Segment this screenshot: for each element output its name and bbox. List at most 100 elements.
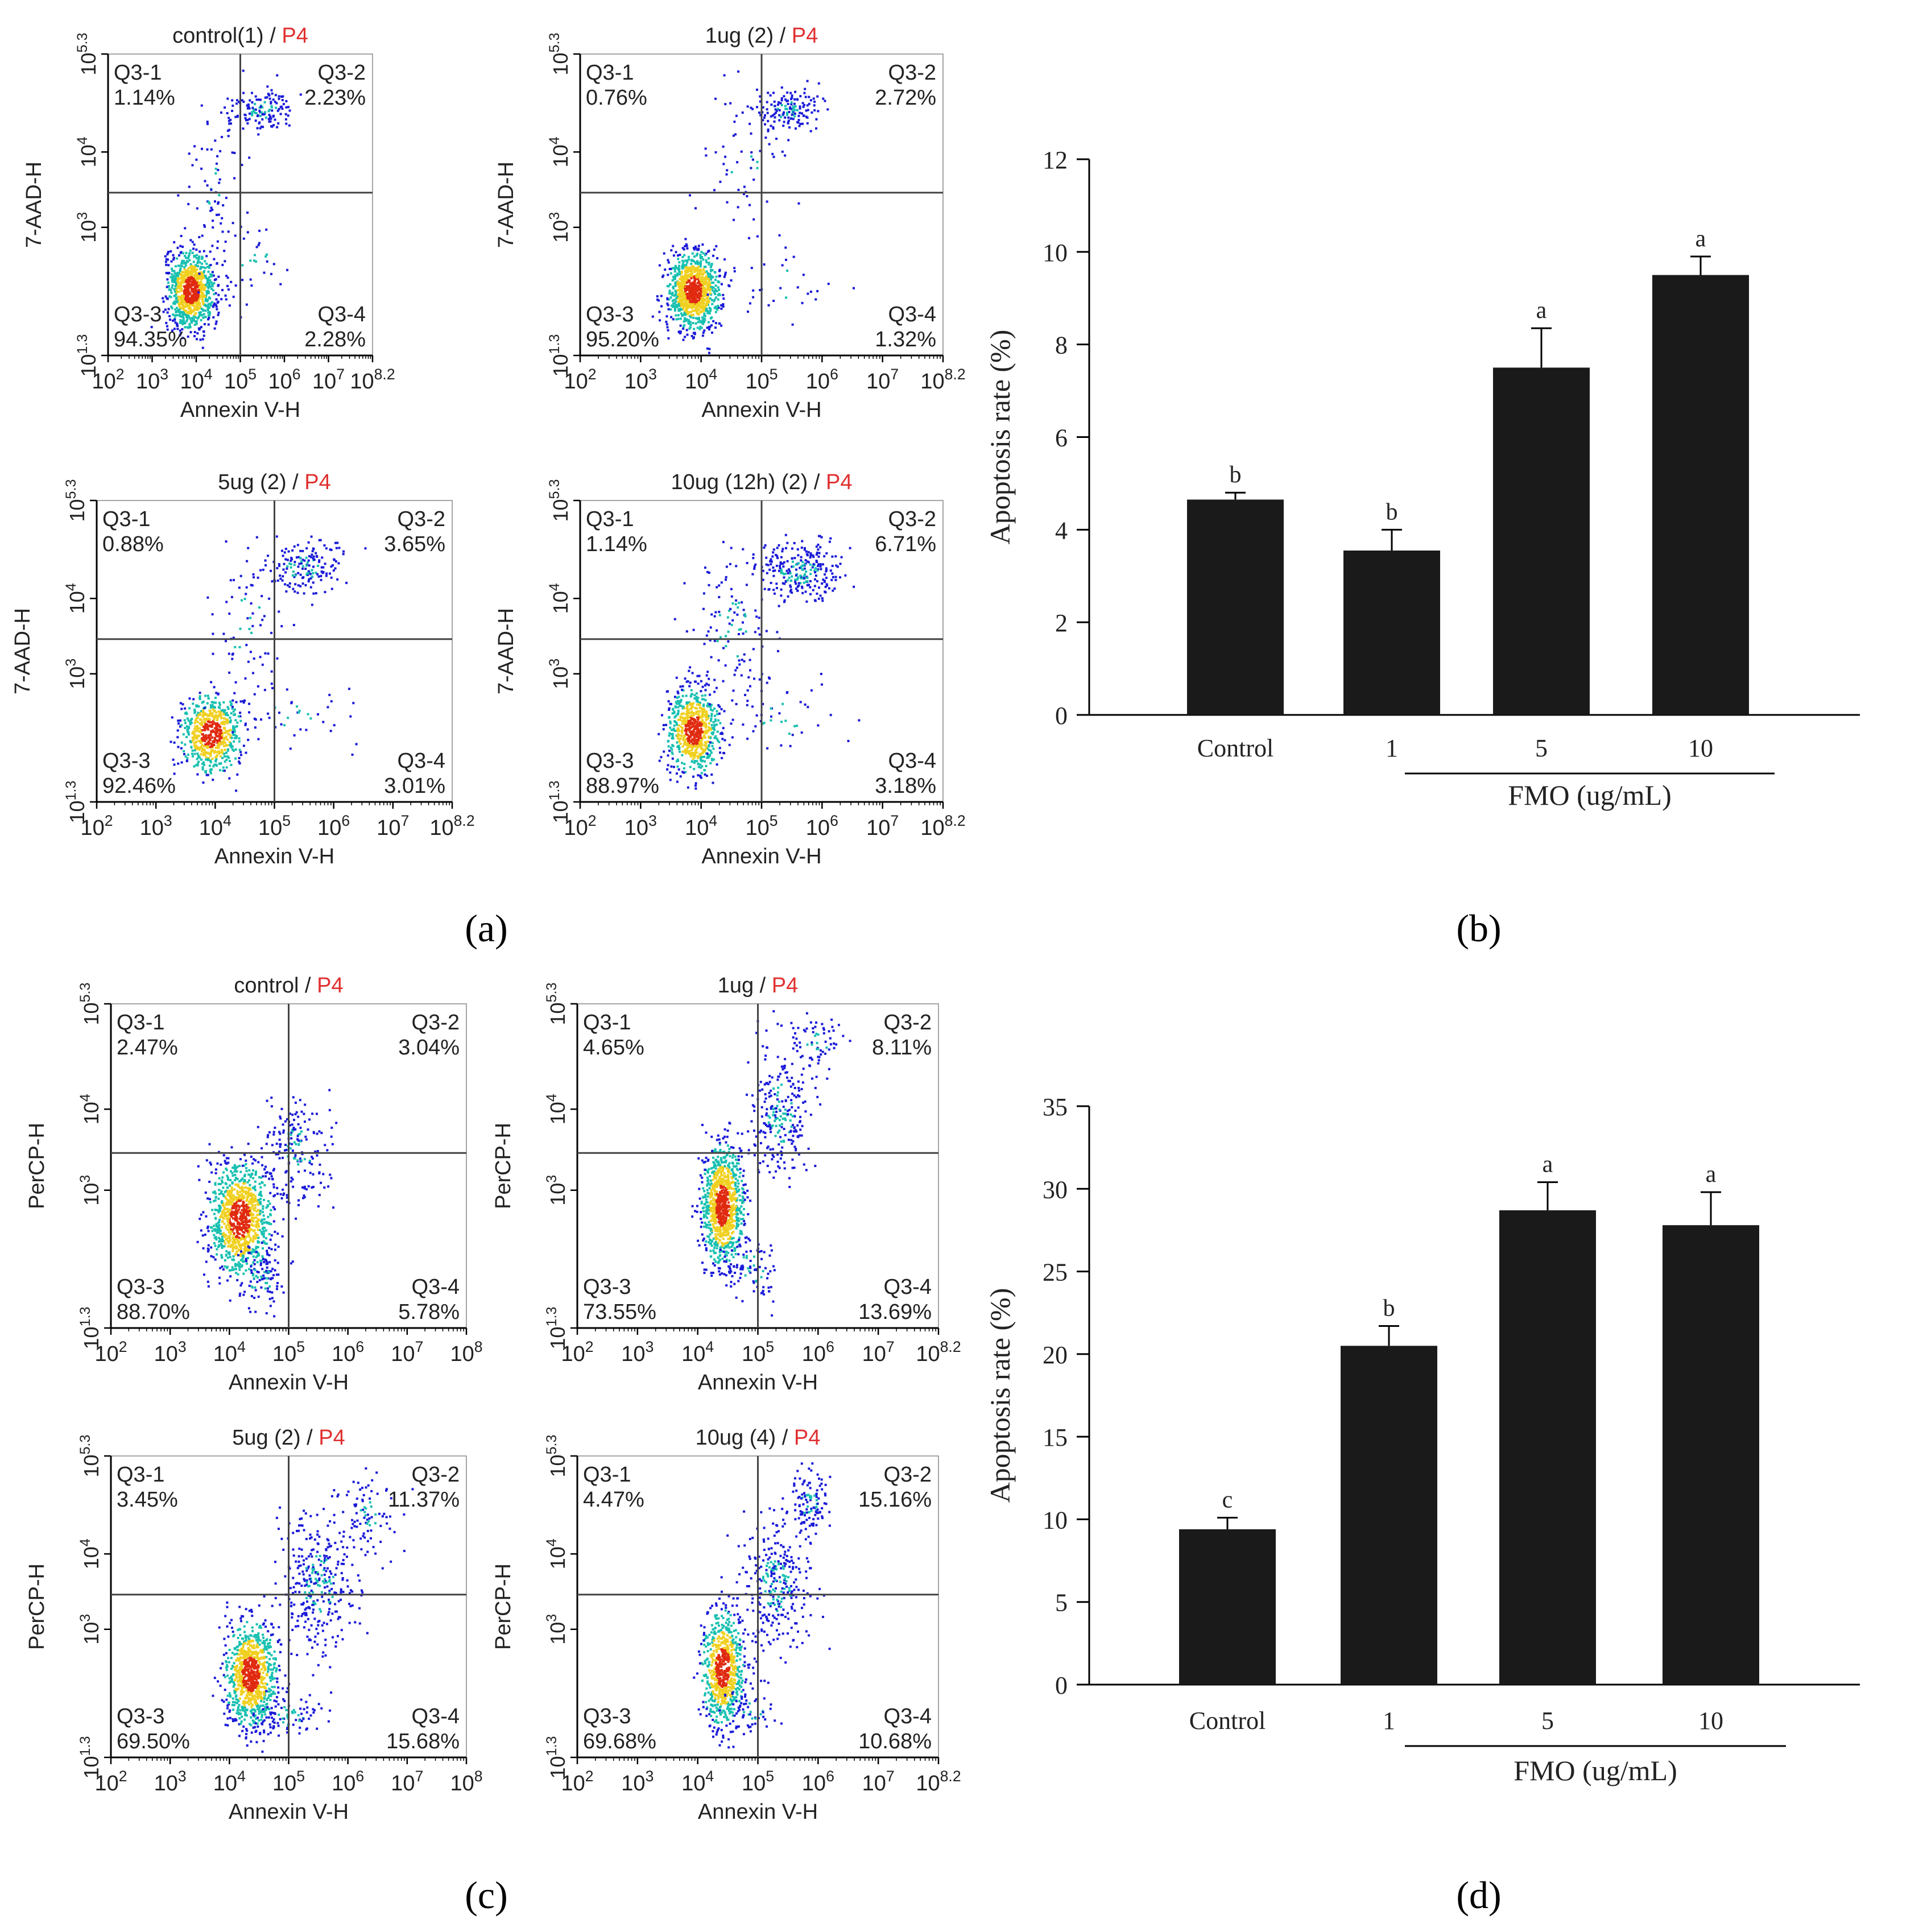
- event-dot-2: [270, 682, 273, 685]
- event-dot-0: [183, 750, 185, 752]
- event-dot-0: [179, 315, 182, 318]
- event-dot-0: [676, 741, 679, 744]
- event-dot-1: [756, 88, 758, 91]
- event-dot-0: [194, 283, 197, 286]
- event-dot-1: [804, 590, 807, 593]
- event-dot-0: [226, 755, 229, 758]
- x-tick-label: 106: [268, 366, 300, 394]
- event-dot-0: [199, 697, 201, 700]
- event-dot-3: [781, 702, 784, 705]
- event-dot-1: [795, 563, 797, 566]
- event-dot-0: [731, 699, 734, 702]
- event-dot-0: [186, 282, 189, 284]
- event-dot-0: [671, 737, 673, 740]
- event-dot-1: [764, 544, 767, 547]
- event-dot-0: [682, 265, 685, 268]
- event-dot-0: [694, 270, 697, 272]
- event-dot-2: [203, 706, 206, 709]
- event-dot-0: [226, 1279, 229, 1282]
- event-dot-0: [228, 730, 230, 733]
- event-dot-0: [196, 301, 199, 304]
- event-dot-1: [282, 568, 285, 571]
- event-dot-2: [758, 678, 761, 681]
- event-dot-1: [772, 589, 775, 591]
- event-dot-0: [690, 273, 693, 276]
- event-dot-0: [700, 742, 703, 744]
- event-dot-3: [322, 721, 325, 723]
- event-dot-0: [723, 710, 726, 713]
- event-dot-2: [241, 599, 243, 602]
- event-dot-0: [173, 279, 176, 282]
- event-dot-1: [818, 586, 820, 589]
- event-dot-0: [171, 276, 174, 279]
- event-dot-2: [776, 631, 779, 634]
- event-dot-0: [667, 308, 670, 311]
- event-dot-0: [192, 698, 195, 701]
- event-dot-3: [766, 747, 769, 750]
- event-dot-3: [254, 254, 256, 257]
- event-dot-1: [770, 563, 772, 566]
- event-dot-2: [756, 167, 759, 169]
- event-dot-0: [233, 740, 235, 743]
- event-dot-0: [224, 755, 226, 758]
- event-dot-1: [794, 578, 797, 581]
- event-dot-0: [270, 1234, 273, 1237]
- event-dot-0: [668, 298, 671, 301]
- event-dot-0: [214, 697, 217, 699]
- event-dot-0: [709, 309, 712, 312]
- event-dot-0: [705, 270, 708, 273]
- event-dot-1: [800, 559, 803, 562]
- event-dot-2: [750, 155, 753, 158]
- event-dot-0: [205, 292, 208, 295]
- event-dot-0: [711, 282, 713, 284]
- event-dot-0: [205, 297, 208, 300]
- event-dot-0: [692, 731, 694, 734]
- quadrant-percent: 0.88%: [102, 532, 164, 556]
- event-dot-2: [204, 225, 206, 228]
- event-dot-0: [235, 725, 238, 727]
- event-dot-0: [688, 752, 691, 755]
- event-dot-0: [234, 708, 236, 711]
- event-dot-0: [702, 294, 705, 297]
- event-dot-3: [791, 323, 794, 326]
- event-dot-0: [658, 733, 660, 735]
- event-dot-2: [243, 598, 246, 601]
- event-dot-1: [271, 109, 274, 112]
- event-dot-0: [696, 739, 698, 742]
- event-dot-0: [661, 714, 663, 717]
- event-dot-0: [201, 737, 203, 740]
- event-dot-0: [170, 305, 173, 308]
- event-dot-2: [203, 224, 206, 227]
- event-dot-0: [711, 742, 714, 744]
- event-dot-3: [786, 691, 789, 694]
- event-dot-0: [698, 304, 701, 307]
- x-tick-label-text: 103: [136, 366, 168, 394]
- event-dot-0: [203, 729, 206, 731]
- event-dot-0: [172, 275, 175, 278]
- event-dot-3: [706, 752, 709, 755]
- event-dot-2: [225, 640, 227, 643]
- event-dot-0: [195, 298, 198, 301]
- event-dot-0: [689, 730, 692, 733]
- event-dot-1: [809, 569, 812, 571]
- event-dot-0: [686, 333, 689, 336]
- event-dot-1: [763, 116, 766, 119]
- event-dot-0: [679, 330, 682, 333]
- event-dot-2: [725, 578, 727, 581]
- event-dot-0: [722, 305, 725, 308]
- event-dot-0: [208, 264, 210, 267]
- event-dot-0: [691, 310, 694, 313]
- event-dot-1: [270, 106, 273, 109]
- event-dot-0: [212, 305, 214, 308]
- event-dot-1: [284, 571, 287, 574]
- event-dot-2: [259, 624, 262, 627]
- event-dot-2: [722, 163, 725, 166]
- event-dot-3: [255, 246, 258, 249]
- event-dot-1: [788, 126, 791, 129]
- event-dot-1: [294, 574, 297, 577]
- event-dot-2: [739, 628, 742, 631]
- event-dot-0: [186, 272, 189, 275]
- event-dot-0: [682, 327, 685, 330]
- event-dot-1: [832, 589, 834, 592]
- event-dot-0: [217, 752, 220, 755]
